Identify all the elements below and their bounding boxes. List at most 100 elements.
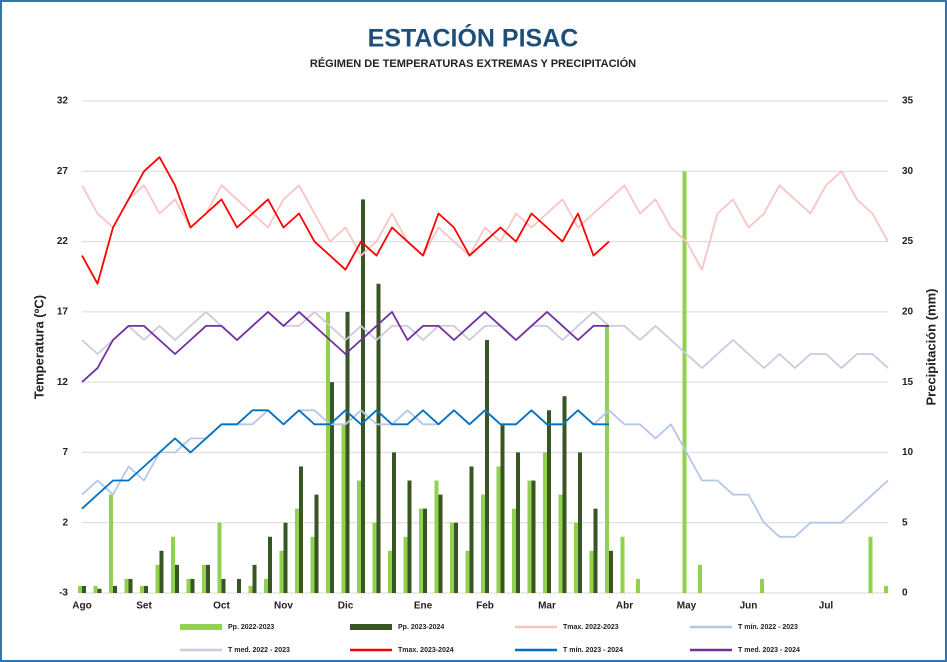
legend-label: T med. 2023 - 2024 <box>738 647 800 654</box>
legend-label: T mín. 2022 - 2023 <box>738 624 798 631</box>
precip-bar <box>217 522 222 593</box>
temperature-line <box>81 170 889 271</box>
precip-bar <box>419 508 423 593</box>
chart-subtitle: RÉGIMEN DE TEMPERATURAS EXTREMAS Y PRECI… <box>310 57 636 70</box>
legend-swatch <box>180 624 222 630</box>
temperature-line <box>81 156 610 285</box>
legend-swatch <box>350 624 392 630</box>
precip-bar <box>175 564 179 593</box>
precip-bar <box>237 578 241 593</box>
precip-bar <box>403 536 408 593</box>
precip-bar <box>516 452 520 593</box>
y2-tick-label: 0 <box>902 588 908 599</box>
precip-bar <box>574 522 578 593</box>
precip-bar <box>252 564 257 593</box>
y-axis-label: Temperatura (ºC) <box>31 295 46 399</box>
precip-bar <box>295 508 299 593</box>
precip-bar <box>171 536 175 593</box>
precip-bar <box>562 396 567 593</box>
y2-axis-label: Precipitación (mm) <box>923 288 938 405</box>
precip-bar <box>450 522 454 593</box>
precip-bar <box>620 536 625 593</box>
y2-tick-label: 15 <box>902 377 914 388</box>
precip-bar <box>93 585 98 593</box>
precip-bar <box>264 578 268 593</box>
x-tick-label: Oct <box>213 601 230 612</box>
precip-bar <box>760 578 764 593</box>
legend-label: Tmax. 2023-2024 <box>398 647 454 654</box>
legend-label: Pp. 2023-2024 <box>398 624 444 631</box>
precip-bar <box>593 508 598 593</box>
x-tick-label: Jun <box>740 601 758 612</box>
precip-bar <box>314 494 319 593</box>
precip-bar <box>434 480 439 593</box>
precip-bar <box>190 578 195 593</box>
precip-bar <box>128 578 133 593</box>
precip-bar <box>341 424 346 593</box>
x-tick-label: Ene <box>414 601 433 612</box>
precip-bar <box>558 494 563 593</box>
precip-bar <box>465 550 470 593</box>
x-tick-label: Set <box>136 601 152 612</box>
temperature-line <box>81 409 609 510</box>
precip-bar <box>500 424 505 593</box>
precip-bar <box>299 466 303 593</box>
precip-bar <box>345 311 350 593</box>
precip-bar <box>496 466 501 593</box>
y-tick-label: 17 <box>57 306 69 317</box>
y2-tick-label: 35 <box>902 96 914 107</box>
precip-bar <box>248 585 253 593</box>
legend-label: Tmax. 2022-2023 <box>563 624 619 631</box>
precip-bar <box>392 452 396 593</box>
precip-bar <box>113 585 117 593</box>
precip-bar <box>884 585 888 593</box>
precip-bar <box>283 522 288 593</box>
precip-bar <box>279 550 284 593</box>
temperature-line <box>81 311 609 383</box>
precip-bar <box>221 578 226 593</box>
legend-label: T med. 2022 - 2023 <box>228 647 290 654</box>
precip-bar <box>326 311 330 593</box>
precip-bar <box>605 325 609 593</box>
precip-bar <box>144 585 148 593</box>
precip-bar <box>636 578 640 593</box>
precip-bar <box>547 410 551 593</box>
temperature-line <box>81 311 889 369</box>
y2-tick-label: 25 <box>902 236 914 247</box>
precip-bar <box>202 564 206 593</box>
precip-bar <box>124 578 129 593</box>
precip-bar <box>527 480 532 593</box>
precip-bar <box>78 585 82 593</box>
y-tick-label: 32 <box>57 96 69 107</box>
y2-tick-label: 10 <box>902 447 914 458</box>
x-tick-label: Abr <box>616 601 633 612</box>
legend-label: Pp. 2022-2023 <box>228 624 274 631</box>
x-tick-label: Dic <box>338 601 354 612</box>
precip-bar <box>485 339 489 593</box>
precip-bar <box>376 283 381 593</box>
precip-bar <box>155 564 160 593</box>
precip-bar <box>454 522 458 593</box>
y2-tick-label: 30 <box>902 166 914 177</box>
x-tick-label: Jul <box>819 601 834 612</box>
y-tick-label: 12 <box>57 377 69 388</box>
precip-bar <box>357 480 361 593</box>
x-tick-label: Nov <box>274 601 293 612</box>
x-tick-label: Mar <box>538 601 556 612</box>
precip-bar <box>589 550 594 593</box>
precip-bar <box>469 466 474 593</box>
precip-bar <box>206 564 210 593</box>
y-tick-label: -3 <box>59 588 68 599</box>
precip-bar <box>97 588 102 593</box>
precip-bar <box>543 452 547 593</box>
legend-label: T mín. 2023 - 2024 <box>563 647 623 654</box>
precip-bar <box>140 585 144 593</box>
x-tick-label: Feb <box>476 601 494 612</box>
y-tick-label: 22 <box>57 236 69 247</box>
chart-title: ESTACIÓN PISAC <box>368 23 579 53</box>
precip-bar <box>361 199 365 593</box>
precip-bar <box>268 536 272 593</box>
precip-bar <box>682 171 687 594</box>
precip-bar <box>512 508 516 593</box>
y2-tick-label: 20 <box>902 306 914 317</box>
